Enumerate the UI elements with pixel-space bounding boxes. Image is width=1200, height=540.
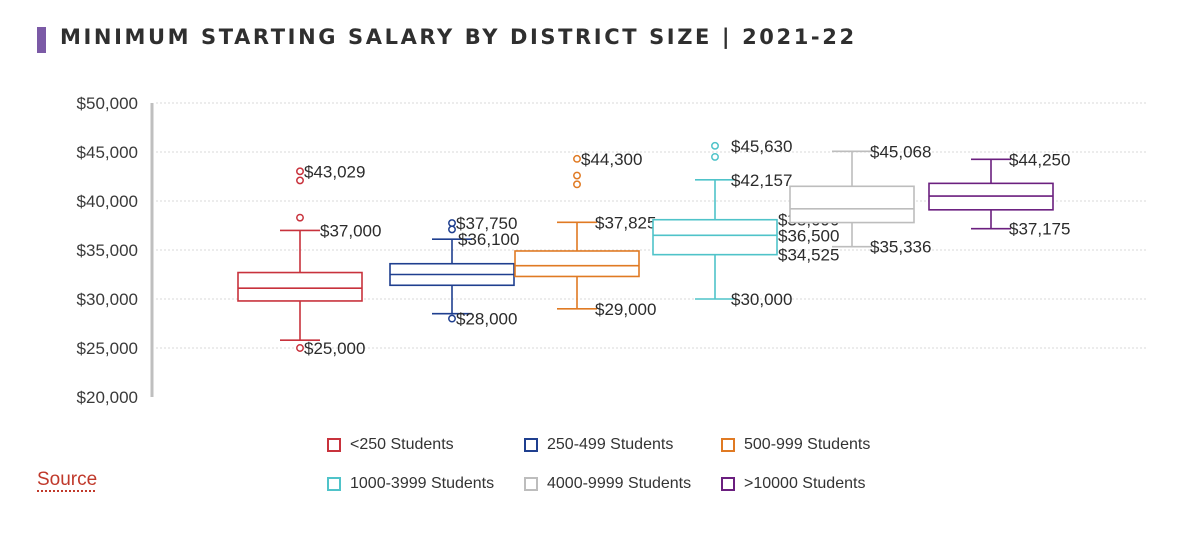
value-label: $43,029 (304, 162, 365, 181)
value-label: $37,175 (1009, 220, 1070, 239)
box-2: $37,750$36,100 $28,000 (389, 214, 519, 329)
legend-item: 250-499 Students (524, 436, 673, 454)
outlier-point (711, 141, 719, 150)
box-iqr (652, 218, 778, 256)
value-label: $36,100 (458, 230, 519, 249)
legend-item: <250 Students (327, 436, 454, 454)
legend-label: <250 Students (350, 436, 454, 453)
value-label: $44,250 (1009, 150, 1070, 169)
source-link[interactable]: Source (37, 469, 98, 490)
outlier-point (296, 213, 304, 222)
box-3: $44,300 $37,825 $29,000 (514, 150, 656, 319)
box-iqr (237, 271, 363, 302)
y-tick-label: $20,000 (77, 388, 138, 407)
outlier-point (296, 167, 304, 176)
legend-swatch (524, 477, 538, 491)
legend-swatch (721, 477, 735, 491)
outlier-point (448, 219, 456, 228)
legend-swatch (524, 438, 538, 452)
legend-item: >10000 Students (721, 475, 865, 493)
box-iqr (514, 250, 640, 278)
value-label: $45,630 (731, 137, 792, 156)
value-label: $37,000 (320, 221, 381, 240)
value-label: $30,000 (731, 290, 792, 309)
box-5: $45,068 $35,336 (789, 142, 931, 257)
legend-swatch (327, 438, 341, 452)
legend-label: 1000-3999 Students (350, 475, 495, 492)
value-label: $25,000 (304, 339, 365, 358)
legend-item: 1000-3999 Students (327, 475, 494, 493)
y-tick-label: $50,000 (77, 94, 138, 113)
value-label: $45,068 (870, 142, 931, 161)
value-label: $35,336 (870, 238, 931, 257)
y-tick-label: $35,000 (77, 241, 138, 260)
box-iqr (789, 185, 915, 224)
outlier-point (448, 225, 456, 234)
legend-label: 250-499 Students (547, 436, 674, 453)
y-tick-label: $25,000 (77, 339, 138, 358)
outlier-point (573, 154, 581, 163)
legend-item: 500-999 Students (721, 436, 870, 454)
outlier-point (573, 180, 581, 189)
value-label: $28,000 (456, 310, 517, 329)
legend-label: 4000-9999 Students (547, 475, 692, 492)
y-tick-label: $30,000 (77, 290, 138, 309)
outlier-point (711, 152, 719, 161)
title-accent-bar (37, 27, 46, 53)
value-label: $34,525 (778, 246, 839, 265)
outlier-point (573, 171, 581, 180)
outlier-point (296, 176, 304, 185)
value-label: $29,000 (595, 300, 656, 319)
value-label: $42,157 (731, 171, 792, 190)
value-label: $44,300 (581, 150, 642, 169)
legend-swatch (327, 477, 341, 491)
box-6: $44,250 $37,175 (928, 150, 1070, 239)
outlier-point (448, 314, 456, 323)
chart-title: MINIMUM STARTING SALARY BY DISTRICT SIZE… (60, 25, 857, 49)
legend-label: >10000 Students (744, 475, 866, 492)
value-label: $37,825 (595, 213, 656, 232)
outlier-point (296, 344, 304, 352)
legend-label: 500-999 Students (744, 436, 871, 453)
legend-item: 4000-9999 Students (524, 475, 691, 493)
y-tick-label: $40,000 (77, 192, 138, 211)
legend-swatch (721, 438, 735, 452)
y-tick-label: $45,000 (77, 143, 138, 162)
box-1: $43,029 $37,000 $25,000 (237, 162, 381, 358)
value-label: $37,750 (456, 214, 517, 233)
value-label: $36,500 (778, 226, 839, 245)
